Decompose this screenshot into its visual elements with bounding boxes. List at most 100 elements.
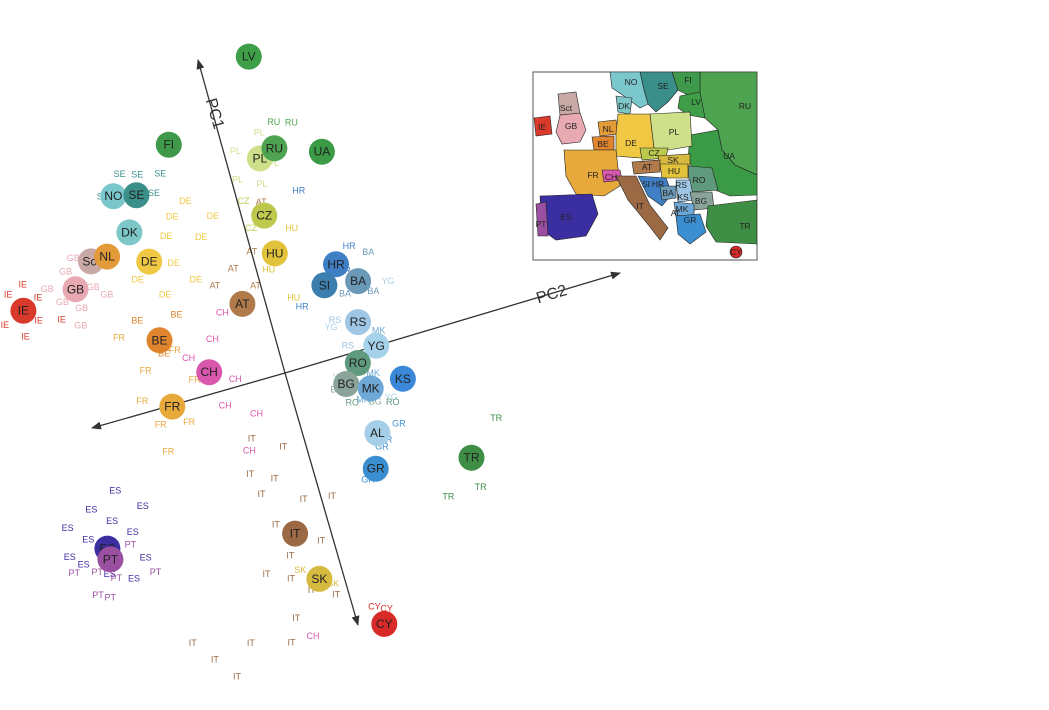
- centroid-label-be: BE: [151, 333, 167, 347]
- map-label-at: AT: [642, 162, 652, 172]
- sample-label-ie: IE: [34, 316, 43, 326]
- region-no: [609, 72, 649, 109]
- sample-label-es: ES: [78, 559, 90, 569]
- sample-label-gb: GB: [100, 290, 113, 300]
- sample-label-it: IT: [332, 589, 341, 599]
- map-label-it: IT: [636, 201, 644, 211]
- centroid-cz: CZ: [251, 202, 278, 229]
- sample-label-de: DE: [190, 275, 203, 285]
- sample-label-pt: PT: [104, 592, 116, 602]
- sample-label-cy: CY: [380, 604, 393, 614]
- centroid-label-bg: BG: [338, 377, 355, 391]
- sample-label-de: DE: [207, 211, 220, 221]
- sample-label-fr: FR: [169, 345, 181, 355]
- centroid-gb: GB: [62, 276, 89, 303]
- sample-label-fr: FR: [155, 420, 167, 430]
- map-label-fi: FI: [684, 75, 692, 85]
- map-label-ua: UA: [723, 151, 735, 161]
- map-label-se: SE: [657, 81, 669, 91]
- sample-label-it: IT: [258, 489, 267, 499]
- map-label-ro: RO: [693, 175, 706, 185]
- sample-label-ie: IE: [21, 331, 30, 341]
- centroid-yg: YG: [363, 332, 390, 359]
- map-label-de: DE: [625, 138, 637, 148]
- centroid-circle-pt: [97, 546, 124, 573]
- centroid-label-no: NO: [104, 189, 122, 203]
- sample-label-cy: CY: [368, 601, 381, 611]
- sample-label-gb: GB: [75, 303, 88, 313]
- centroid-cy: CY: [371, 610, 398, 637]
- centroid-circle-fr: [159, 393, 186, 420]
- sample-label-at: AT: [209, 281, 220, 291]
- pc2-axis-left: [91, 372, 286, 430]
- centroid-circle-be: [146, 327, 173, 354]
- map-label-ba: BA: [662, 188, 674, 198]
- sample-label-pl: PL: [256, 179, 267, 189]
- centroid-rs: RS: [345, 309, 371, 336]
- sample-label-es: ES: [104, 569, 116, 579]
- centroid-label-si: SI: [319, 278, 330, 292]
- sample-label-it: IT: [288, 638, 297, 648]
- centroid-fi: FI: [155, 131, 182, 158]
- map-label-rs: RS: [675, 180, 687, 190]
- centroid-tr: TR: [458, 444, 485, 471]
- centroid-ru: RU: [261, 135, 288, 162]
- sample-label-it: IT: [328, 491, 337, 501]
- sample-label-pt: PT: [125, 540, 137, 550]
- centroid-de: DE: [136, 248, 163, 275]
- centroid-be: BE: [146, 327, 173, 354]
- map-label-dk: DK: [618, 101, 630, 111]
- map-label-sk: SK: [667, 155, 679, 165]
- centroid-circle-lv: [235, 43, 262, 70]
- sample-label-ie: IE: [4, 290, 13, 300]
- map-label-si: SI: [642, 179, 650, 189]
- sample-label-yg: YG: [325, 322, 338, 332]
- sample-label-fr: FR: [113, 333, 125, 343]
- sample-label-es: ES: [128, 574, 140, 584]
- centroid-circle-hr: [323, 251, 349, 278]
- centroid-label-se: SE: [128, 188, 144, 202]
- sample-label-rs: RS: [342, 340, 355, 350]
- pc2-axis-right: [284, 271, 621, 374]
- region-lv: [677, 91, 706, 119]
- centroid-circle-at: [229, 290, 256, 317]
- centroid-circle-se: [123, 182, 150, 209]
- centroid-bg: BG: [333, 371, 360, 397]
- sample-label-se: SE: [114, 169, 126, 179]
- sample-label-de: DE: [131, 275, 144, 285]
- centroid-circle-al: [364, 420, 391, 447]
- map-label-al: AL: [671, 208, 682, 218]
- sample-label-it: IT: [272, 520, 281, 530]
- pc1-axis-label: PC1: [202, 96, 227, 131]
- map-label-nl: NL: [603, 124, 614, 134]
- centroid-label-tr: TR: [464, 451, 480, 465]
- centroid-label-al: AL: [370, 426, 385, 440]
- sample-label-ru: RU: [267, 117, 280, 127]
- centroid-fr: FR: [159, 393, 186, 420]
- sample-label-hu: HU: [262, 265, 275, 275]
- sample-label-de: DE: [166, 212, 179, 222]
- sample-label-es: ES: [64, 552, 76, 562]
- map-label-pl: PL: [669, 127, 680, 137]
- centroid-nl: NL: [94, 243, 121, 270]
- sample-label-pl: PL: [230, 146, 241, 156]
- centroid-label-cy: CY: [376, 617, 393, 631]
- sample-label-it: IT: [247, 638, 256, 648]
- sample-label-es: ES: [137, 501, 149, 511]
- centroid-circle-nl: [94, 243, 121, 270]
- centroid-circle-gb: [62, 276, 89, 303]
- sample-label-de: DE: [160, 231, 173, 241]
- centroid-label-pt: PT: [103, 552, 119, 566]
- centroid-circle-ks: [389, 365, 416, 392]
- centroid-no: NO: [100, 183, 127, 210]
- sample-label-de: DE: [195, 232, 208, 242]
- sample-label-hr: HR: [296, 302, 309, 312]
- sample-label-pt: PT: [150, 567, 162, 577]
- centroid-circle-bg: [333, 371, 360, 397]
- sample-label-fr: FR: [136, 396, 148, 406]
- centroid-circle-hu: [261, 240, 288, 267]
- map-label-be: BE: [597, 139, 609, 149]
- sample-label-fr: FR: [183, 417, 195, 427]
